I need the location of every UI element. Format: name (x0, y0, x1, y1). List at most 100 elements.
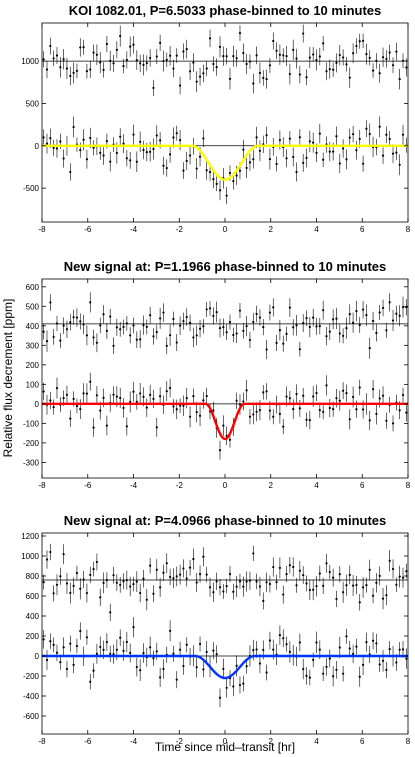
data-point (105, 329, 108, 332)
data-point (391, 319, 395, 322)
data-point (149, 646, 152, 649)
data-point (115, 648, 118, 651)
data-point (169, 575, 172, 579)
data-point (178, 84, 182, 87)
data-point (235, 664, 238, 667)
data-point (172, 577, 175, 580)
data-point (268, 157, 272, 161)
data-point (361, 408, 365, 411)
data-point (79, 629, 82, 633)
y-tick-label: 1000 (21, 552, 39, 561)
data-point (202, 555, 205, 558)
data-point (42, 58, 45, 61)
data-point (258, 409, 262, 412)
data-point (252, 649, 255, 652)
data-point (75, 316, 79, 319)
data-point (398, 409, 401, 412)
data-point (282, 637, 285, 640)
data-point (361, 162, 365, 165)
y-tick-label: -300 (23, 458, 40, 467)
data-point (375, 59, 378, 62)
data-point (258, 585, 262, 588)
data-point (149, 56, 152, 60)
data-point (205, 573, 208, 576)
data-point (139, 62, 142, 65)
data-point (355, 149, 358, 152)
data-point (258, 71, 262, 75)
data-point (371, 594, 375, 597)
data-point (49, 550, 52, 554)
y-tick-label: -100 (23, 419, 40, 428)
data-point (315, 641, 318, 644)
data-point (132, 626, 135, 629)
data-point (328, 68, 331, 71)
data-point (332, 576, 335, 579)
x-tick-label: 6 (360, 481, 365, 490)
data-point (318, 648, 321, 651)
data-point (115, 48, 118, 52)
data-point (302, 394, 305, 397)
data-point (142, 324, 145, 327)
data-point (352, 584, 355, 587)
data-point (42, 330, 45, 333)
data-point (348, 76, 351, 79)
data-point (185, 397, 188, 400)
data-point (252, 320, 255, 324)
data-point (165, 562, 168, 565)
data-point (305, 317, 308, 320)
data-point (395, 50, 398, 53)
data-point (315, 58, 318, 62)
data-point (371, 319, 375, 323)
data-point (185, 577, 188, 580)
data-point (361, 308, 365, 311)
data-point (398, 314, 401, 317)
data-point (288, 564, 291, 567)
data-point (212, 178, 215, 181)
data-point (89, 136, 92, 140)
y-tick-label: 0 (35, 652, 40, 661)
data-point (265, 78, 268, 81)
data-point (152, 86, 155, 90)
data-point (142, 148, 145, 152)
data-point (165, 58, 168, 61)
data-point (125, 578, 128, 582)
data-point (89, 680, 92, 683)
data-point (288, 72, 291, 76)
data-point (225, 585, 228, 588)
data-point (278, 634, 281, 637)
data-point (265, 671, 268, 674)
data-point (52, 592, 55, 595)
data-point (162, 164, 165, 167)
data-point (368, 132, 371, 136)
data-point (182, 169, 185, 172)
y-tick-label: 400 (26, 612, 40, 621)
x-tick-label: 0 (223, 225, 228, 234)
y-tick-label: 1200 (21, 532, 39, 541)
data-point (338, 332, 341, 335)
data-point (198, 327, 202, 330)
data-point (335, 597, 338, 601)
data-point (125, 640, 128, 644)
data-point (102, 313, 105, 316)
data-point (169, 629, 172, 632)
data-point (322, 410, 325, 413)
x-tick-label: 4 (314, 225, 319, 234)
x-tick-label: 0 (223, 481, 228, 490)
data-point (139, 140, 142, 143)
data-point (388, 51, 391, 54)
data-point (215, 310, 218, 314)
data-point (72, 663, 75, 667)
data-point (122, 406, 125, 410)
data-point (79, 320, 82, 323)
data-point (358, 323, 361, 327)
data-point (405, 66, 408, 69)
data-point (352, 321, 355, 324)
data-point (391, 152, 395, 155)
data-point (92, 426, 95, 429)
data-point (375, 642, 378, 645)
data-point (378, 663, 381, 666)
data-point (159, 317, 162, 320)
data-point (155, 134, 158, 137)
data-point (82, 138, 85, 141)
data-point (292, 408, 295, 411)
